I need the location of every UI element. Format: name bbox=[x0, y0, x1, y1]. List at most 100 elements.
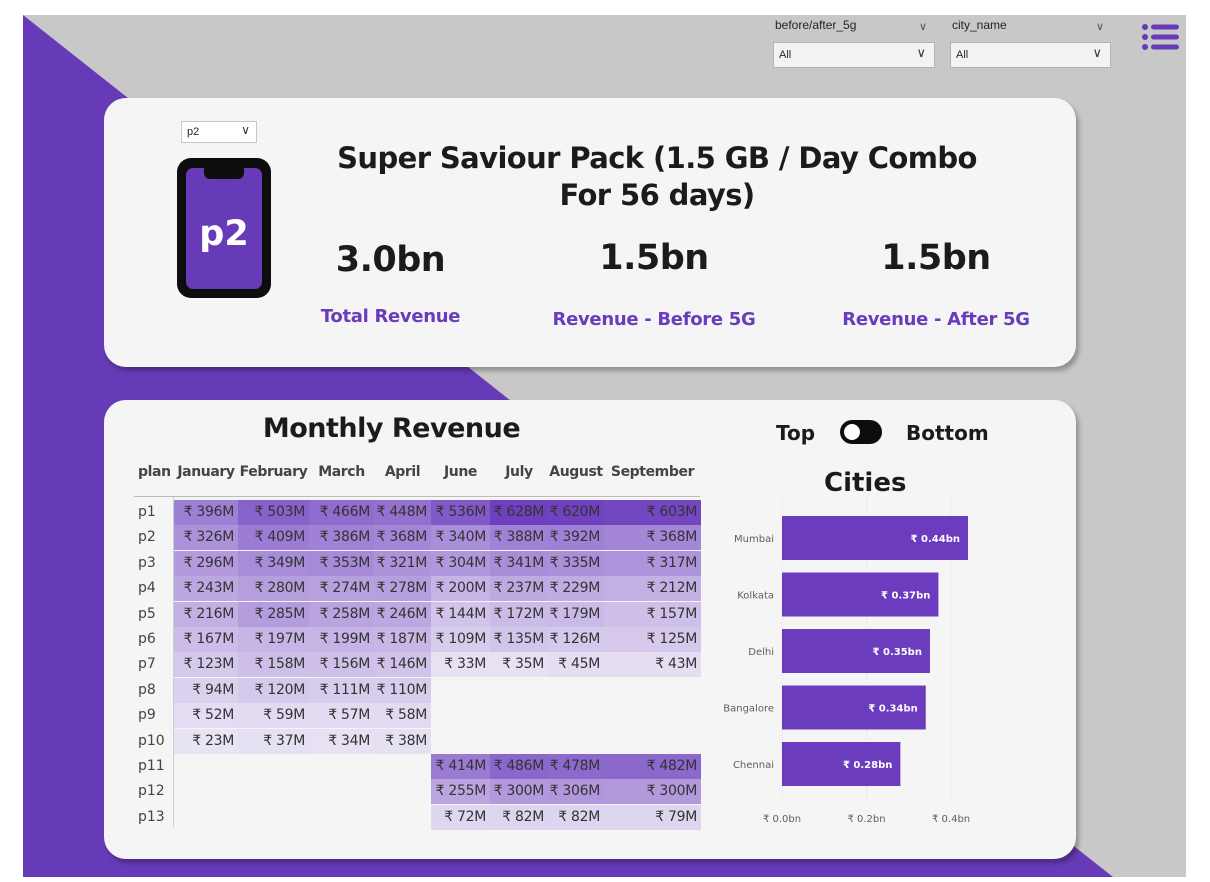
matrix-cell[interactable]: ₹ 340M bbox=[431, 525, 490, 551]
matrix-row-label[interactable]: p13 bbox=[138, 808, 165, 825]
matrix-cell[interactable]: ₹ 120M bbox=[238, 677, 309, 703]
city-bar[interactable] bbox=[782, 572, 939, 617]
matrix-cell[interactable]: ₹ 482M bbox=[604, 754, 701, 779]
matrix-cell[interactable]: ₹ 197M bbox=[238, 627, 309, 652]
top-bottom-toggle[interactable] bbox=[840, 420, 882, 444]
matrix-cell[interactable]: ₹ 82M bbox=[490, 804, 548, 830]
matrix-cell[interactable]: ₹ 94M bbox=[174, 677, 238, 703]
matrix-cell[interactable]: ₹ 280M bbox=[238, 576, 309, 602]
matrix-row-label[interactable]: p10 bbox=[138, 732, 165, 749]
matrix-cell[interactable]: ₹ 628M bbox=[490, 500, 548, 525]
matrix-cell[interactable]: ₹ 306M bbox=[548, 779, 604, 805]
matrix-cell[interactable]: ₹ 409M bbox=[238, 525, 309, 551]
matrix-cell[interactable]: ₹ 199M bbox=[309, 627, 374, 652]
matrix-cell[interactable]: ₹ 33M bbox=[431, 652, 490, 678]
matrix-cell[interactable]: ₹ 123M bbox=[174, 652, 238, 678]
matrix-cell[interactable]: ₹ 503M bbox=[238, 500, 309, 525]
matrix-cell[interactable]: ₹ 135M bbox=[490, 627, 548, 652]
matrix-cell[interactable]: ₹ 243M bbox=[174, 576, 238, 602]
matrix-cell[interactable]: ₹ 82M bbox=[548, 804, 604, 830]
matrix-cell[interactable]: ₹ 466M bbox=[309, 500, 374, 525]
matrix-cell[interactable]: ₹ 157M bbox=[604, 601, 701, 627]
matrix-cell[interactable]: ₹ 200M bbox=[431, 576, 490, 602]
matrix-cell[interactable]: ₹ 341M bbox=[490, 550, 548, 576]
matrix-column-header[interactable]: June bbox=[443, 464, 478, 480]
matrix-cell[interactable]: ₹ 34M bbox=[309, 728, 374, 754]
plan-dropdown[interactable]: p2 ∨ bbox=[181, 121, 257, 143]
matrix-cell[interactable]: ₹ 321M bbox=[374, 550, 431, 576]
matrix-cell[interactable]: ₹ 158M bbox=[238, 652, 309, 678]
matrix-row-label[interactable]: p12 bbox=[138, 783, 165, 800]
matrix-column-header[interactable]: February bbox=[239, 464, 308, 480]
matrix-column-header[interactable]: July bbox=[505, 464, 533, 480]
matrix-cell[interactable]: ₹ 388M bbox=[490, 525, 548, 551]
matrix-cell[interactable]: ₹ 258M bbox=[309, 601, 374, 627]
matrix-cell[interactable]: ₹ 300M bbox=[490, 779, 548, 805]
matrix-cell[interactable]: ₹ 111M bbox=[309, 677, 374, 703]
matrix-row-label[interactable]: p2 bbox=[138, 529, 156, 546]
matrix-row-label[interactable]: p4 bbox=[138, 580, 156, 597]
matrix-column-header[interactable]: September bbox=[610, 464, 695, 480]
matrix-cell[interactable]: ₹ 187M bbox=[374, 627, 431, 652]
matrix-cell[interactable]: ₹ 274M bbox=[309, 576, 374, 602]
matrix-cell[interactable]: ₹ 125M bbox=[604, 627, 701, 652]
matrix-column-header[interactable]: March bbox=[318, 464, 365, 480]
matrix-cell[interactable]: ₹ 58M bbox=[374, 703, 431, 729]
matrix-cell[interactable]: ₹ 386M bbox=[309, 525, 374, 551]
matrix-cell[interactable]: ₹ 255M bbox=[431, 779, 490, 805]
chevron-down-icon[interactable]: ∨ bbox=[919, 20, 928, 33]
matrix-row-label[interactable]: p3 bbox=[138, 554, 156, 571]
matrix-cell[interactable]: ₹ 110M bbox=[374, 677, 431, 703]
matrix-cell[interactable]: ₹ 603M bbox=[604, 500, 701, 525]
matrix-cell[interactable]: ₹ 57M bbox=[309, 703, 374, 729]
matrix-cell[interactable]: ₹ 229M bbox=[548, 576, 604, 602]
matrix-cell[interactable]: ₹ 326M bbox=[174, 525, 238, 551]
matrix-cell[interactable]: ₹ 478M bbox=[548, 754, 604, 779]
matrix-cell[interactable]: ₹ 368M bbox=[374, 525, 431, 551]
matrix-cell[interactable]: ₹ 304M bbox=[431, 550, 490, 576]
city-dropdown[interactable]: All ∨ bbox=[950, 42, 1111, 68]
matrix-cell[interactable]: ₹ 167M bbox=[174, 627, 238, 652]
matrix-cell[interactable]: ₹ 620M bbox=[548, 500, 604, 525]
matrix-cell[interactable]: ₹ 536M bbox=[431, 500, 490, 525]
matrix-cell[interactable]: ₹ 23M bbox=[174, 728, 238, 754]
matrix-cell[interactable]: ₹ 414M bbox=[431, 754, 490, 779]
matrix-row-label[interactable]: p5 bbox=[138, 605, 156, 622]
matrix-cell[interactable]: ₹ 126M bbox=[548, 627, 604, 652]
matrix-cell[interactable]: ₹ 72M bbox=[431, 804, 490, 830]
matrix-cell[interactable]: ₹ 109M bbox=[431, 627, 490, 652]
matrix-cell[interactable]: ₹ 144M bbox=[431, 601, 490, 627]
matrix-row-label[interactable]: p8 bbox=[138, 681, 156, 698]
matrix-cell[interactable]: ₹ 396M bbox=[174, 500, 238, 525]
matrix-cell[interactable]: ₹ 38M bbox=[374, 728, 431, 754]
city-bar[interactable] bbox=[782, 685, 926, 730]
matrix-cell[interactable]: ₹ 296M bbox=[174, 550, 238, 576]
matrix-cell[interactable]: ₹ 335M bbox=[548, 550, 604, 576]
matrix-column-header[interactable]: August bbox=[549, 464, 603, 480]
matrix-cell[interactable]: ₹ 37M bbox=[238, 728, 309, 754]
matrix-cell[interactable]: ₹ 448M bbox=[374, 500, 431, 525]
city-bar[interactable] bbox=[782, 516, 968, 560]
matrix-cell[interactable]: ₹ 278M bbox=[374, 576, 431, 602]
matrix-cell[interactable]: ₹ 146M bbox=[374, 652, 431, 678]
before-after-slicer[interactable]: before/after_5g ∨ All ∨ bbox=[773, 18, 935, 70]
city-slicer[interactable]: city_name ∨ All ∨ bbox=[950, 18, 1111, 70]
matrix-cell[interactable]: ₹ 486M bbox=[490, 754, 548, 779]
matrix-cell[interactable]: ₹ 216M bbox=[174, 601, 238, 627]
matrix-cell[interactable]: ₹ 317M bbox=[604, 550, 701, 576]
matrix-cell[interactable]: ₹ 349M bbox=[238, 550, 309, 576]
matrix-cell[interactable]: ₹ 392M bbox=[548, 525, 604, 551]
matrix-column-header[interactable]: January bbox=[177, 464, 235, 480]
matrix-cell[interactable]: ₹ 45M bbox=[548, 652, 604, 678]
matrix-row-label[interactable]: p1 bbox=[138, 504, 156, 520]
matrix-cell[interactable]: ₹ 300M bbox=[604, 779, 701, 805]
matrix-cell[interactable]: ₹ 35M bbox=[490, 652, 548, 678]
matrix-cell[interactable]: ₹ 43M bbox=[604, 652, 701, 678]
city-bar[interactable] bbox=[782, 629, 930, 673]
matrix-cell[interactable]: ₹ 368M bbox=[604, 525, 701, 551]
before-after-dropdown[interactable]: All ∨ bbox=[773, 42, 935, 68]
matrix-row-label[interactable]: p6 bbox=[138, 631, 156, 647]
matrix-column-header[interactable]: plan bbox=[138, 464, 171, 480]
matrix-cell[interactable]: ₹ 79M bbox=[604, 804, 701, 830]
chevron-down-icon[interactable]: ∨ bbox=[1096, 20, 1105, 33]
